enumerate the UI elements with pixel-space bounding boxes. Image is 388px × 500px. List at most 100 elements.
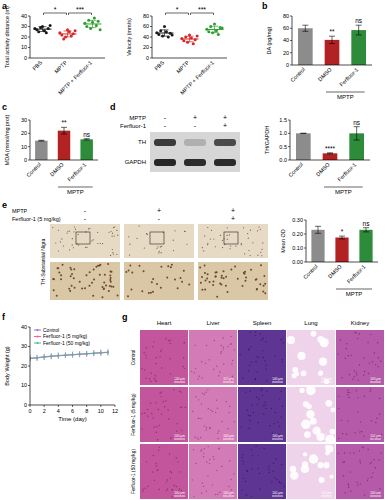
tissue-texture [276,479,277,480]
point [36,357,38,359]
ihc-cell [216,296,218,298]
ihc-cell [103,288,105,290]
tissue-texture [303,452,307,456]
tissue-texture [347,394,348,395]
tissue-texture [246,409,247,410]
point [72,354,74,356]
tissue-texture [274,423,275,424]
ihc-cell [166,277,168,279]
ihc-cell [103,281,105,283]
ihc-cell [78,244,79,245]
scale-bar-label: 100 μm [321,491,332,495]
ihc-cell [129,265,131,267]
tissue-texture [329,475,333,479]
ihc-cell [112,249,113,250]
panel-label: f [2,312,6,322]
y-axis-label: Body Weight (g) [4,346,10,386]
tissue-texture [276,458,277,459]
category-label: MPTP + Ferfluor-1 [57,59,93,95]
tissue-texture [150,403,151,404]
tissue-texture [242,461,243,462]
tissue-texture [234,349,235,350]
tissue-texture [204,394,205,395]
error-bar [72,352,73,358]
tissue-texture [342,433,343,434]
ihc-cell [201,289,203,291]
tissue-texture [163,401,164,402]
ihc-cell [241,243,242,244]
tissue-texture [381,434,382,435]
tissue-texture [306,385,316,395]
histology-image [287,387,335,442]
category-label: DMSO [327,263,343,279]
tissue-texture [217,494,218,495]
ihc-cell [57,267,59,269]
tissue-texture [301,370,307,376]
tissue-texture [201,493,202,494]
tissue-texture [155,463,156,464]
ihc-cell [73,247,74,248]
tissue-texture [229,406,230,407]
tissue-texture [361,431,362,432]
y-tick [28,346,30,347]
tissue-texture [142,489,143,490]
tissue-texture [161,367,162,368]
legend-marker [37,329,39,331]
tissue-texture [354,376,355,377]
category-label: DMSO [315,161,331,177]
group-label: MPTP [337,94,354,100]
scale-bar [223,439,234,440]
tissue-texture [212,484,213,485]
y-tick [150,26,152,27]
tissue-texture [172,496,173,497]
tissue-texture [141,428,142,429]
ihc-cell [130,288,132,290]
ihc-cell [257,230,258,231]
ihc-cell [261,255,262,256]
panel-label: g [122,312,128,322]
ihc-cell [72,238,73,239]
ihc-cell [222,240,223,241]
tissue-texture [153,341,154,342]
ihc-cell [222,247,223,248]
tissue-texture [198,399,199,400]
bar [351,30,366,65]
significance: ** [329,28,335,35]
ihc-cell [241,244,242,245]
scale-bar [174,496,185,497]
tissue-texture [145,488,146,489]
tissue-texture [243,478,244,479]
tissue-texture [195,396,196,397]
tissue-texture [147,486,148,487]
tissue-texture [364,396,365,397]
y-tick [28,327,30,328]
zoom-box [76,232,90,244]
tissue-texture [256,356,257,357]
tissue-texture [351,355,352,356]
tissue-texture [160,350,161,351]
tissue-texture [260,390,261,391]
error-bar [302,25,308,31]
x-tick [72,405,73,407]
ihc-cell [260,252,261,253]
error-bar [315,226,321,233]
ihc-cell [110,277,112,279]
ihc-cell [235,246,236,247]
tissue-texture [173,389,174,390]
ihc-cell [52,227,53,228]
ihc-cell [209,281,211,283]
tissue-texture [200,450,201,451]
tissue-texture [360,483,361,484]
ihc-cell [60,274,62,276]
tissue-texture [281,483,282,484]
error-bar [93,350,94,356]
tissue-texture [373,459,374,460]
ihc-cell [53,289,55,291]
tissue-texture [323,462,329,468]
tissue-texture [207,389,208,390]
tissue-texture [369,362,370,363]
error-bar [93,350,94,356]
x-tick [115,405,116,407]
ihc-cell [114,226,115,227]
tissue-texture [177,461,178,462]
